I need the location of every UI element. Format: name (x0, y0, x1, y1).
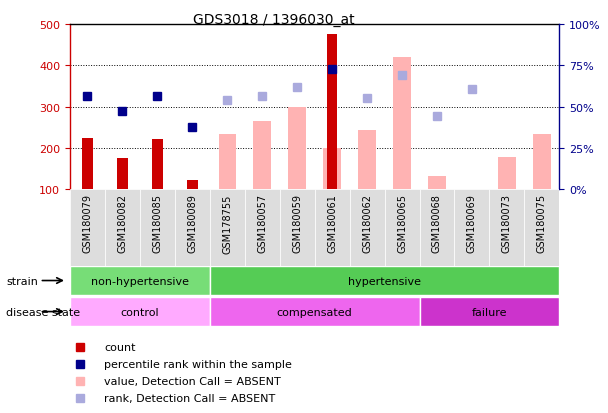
Bar (140, 190, 175, 266)
Text: GSM180079: GSM180079 (83, 194, 92, 253)
Bar (350, 190, 384, 266)
Bar (533, 134, 551, 190)
Text: value, Detection Call = ABSENT: value, Detection Call = ABSENT (104, 376, 281, 386)
Bar (428, 176, 446, 190)
Text: GSM180062: GSM180062 (362, 194, 372, 253)
Text: GSM180065: GSM180065 (397, 194, 407, 253)
Bar (280, 190, 315, 266)
Bar (117, 159, 128, 190)
Bar (218, 135, 236, 190)
Bar (323, 149, 341, 190)
Bar (70, 297, 210, 326)
Text: GSM180057: GSM180057 (257, 194, 267, 253)
Bar (210, 297, 420, 326)
Bar (187, 181, 198, 190)
Bar (327, 35, 337, 190)
Text: GSM180082: GSM180082 (117, 194, 127, 253)
Bar (385, 190, 420, 266)
Text: percentile rank within the sample: percentile rank within the sample (104, 359, 292, 369)
Text: GSM180089: GSM180089 (187, 194, 197, 252)
Bar (175, 190, 210, 266)
Bar (210, 190, 244, 266)
Bar (420, 190, 454, 266)
Text: non-hypertensive: non-hypertensive (91, 276, 189, 286)
Bar (82, 138, 92, 190)
Bar (70, 266, 210, 295)
Text: hypertensive: hypertensive (348, 276, 421, 286)
Text: GSM180061: GSM180061 (327, 194, 337, 252)
Text: control: control (120, 307, 159, 317)
Text: GSM178755: GSM178755 (223, 194, 232, 253)
Text: compensated: compensated (277, 307, 353, 317)
Text: GDS3018 / 1396030_at: GDS3018 / 1396030_at (193, 13, 354, 27)
Bar (420, 297, 559, 326)
Text: disease state: disease state (6, 307, 80, 317)
Bar (152, 140, 162, 190)
Bar (254, 122, 271, 190)
Text: count: count (104, 342, 136, 352)
Text: GSM180075: GSM180075 (537, 194, 547, 253)
Text: GSM180068: GSM180068 (432, 194, 442, 252)
Text: rank, Detection Call = ABSENT: rank, Detection Call = ABSENT (104, 393, 275, 403)
Bar (244, 190, 280, 266)
Text: GSM180073: GSM180073 (502, 194, 512, 253)
Bar (358, 131, 376, 190)
Text: GSM180069: GSM180069 (467, 194, 477, 252)
Text: failure: failure (472, 307, 507, 317)
Bar (454, 190, 489, 266)
Text: GSM180059: GSM180059 (292, 194, 302, 253)
Text: GSM180085: GSM180085 (153, 194, 162, 253)
Bar (105, 190, 140, 266)
Bar (498, 158, 516, 190)
Bar (288, 107, 306, 190)
Bar (524, 190, 559, 266)
Bar (393, 58, 411, 190)
Bar (70, 190, 105, 266)
Text: strain: strain (6, 276, 38, 286)
Bar (210, 266, 559, 295)
Bar (315, 190, 350, 266)
Bar (489, 190, 525, 266)
